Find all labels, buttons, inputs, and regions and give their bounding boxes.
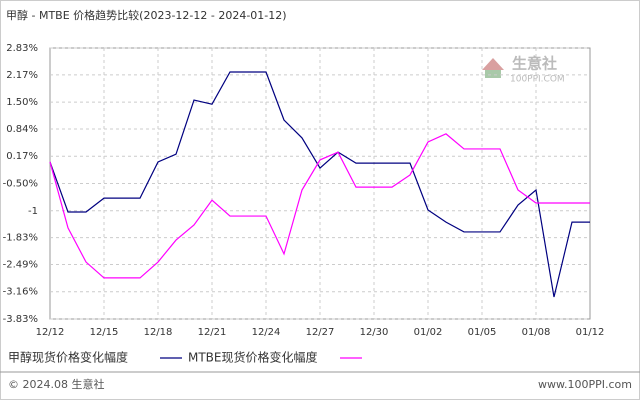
y-tick-label: 1.50% [6, 97, 38, 108]
watermark-text: 100PPI.COM [510, 75, 565, 85]
series-line [49, 133, 590, 279]
y-tick-label: 2.83% [6, 43, 38, 54]
y-tick-label: -2.49% [3, 259, 38, 270]
watermark-icon [485, 70, 501, 78]
watermark-icon [482, 58, 504, 70]
y-tick-label: 0.17% [6, 151, 38, 162]
x-tick-label: 12/21 [198, 327, 227, 338]
x-tick-label: 12/18 [144, 327, 173, 338]
series-line [49, 71, 590, 298]
x-tick-label: 12/12 [36, 327, 65, 338]
x-tick-label: 12/27 [306, 327, 335, 338]
x-tick-label: 12/15 [90, 327, 119, 338]
footer-left: © 2024.08 生意社 [8, 377, 104, 391]
y-tick-label: -3.16% [3, 287, 38, 298]
x-tick-label: 01/08 [522, 327, 551, 338]
y-tick-label: 0.84% [6, 124, 38, 135]
x-tick-label: 01/02 [414, 327, 443, 338]
y-tick-label: -0.50% [3, 179, 38, 190]
y-tick-label: -3.83% [3, 314, 38, 325]
x-tick-label: 01/12 [576, 327, 605, 338]
x-tick-label: 12/24 [252, 327, 281, 338]
legend-label: 甲醇现货价格变化幅度 [8, 350, 128, 365]
watermark: 生意社 100PPI.COM [482, 55, 565, 85]
y-tick-label: -1.83% [3, 233, 38, 244]
y-tick-label: -1 [28, 206, 38, 217]
footer-right: www.100PPI.com [538, 378, 632, 391]
watermark-text: 生意社 [512, 55, 557, 73]
legend-label: MTBE现货价格变化幅度 [188, 350, 318, 365]
y-tick-label: 2.17% [6, 70, 38, 81]
chart-title: 甲醇 - MTBE 价格趋势比较(2023-12-12 - 2024-01-12… [6, 8, 287, 22]
x-tick-label: 01/05 [468, 327, 497, 338]
x-tick-label: 12/30 [360, 327, 389, 338]
